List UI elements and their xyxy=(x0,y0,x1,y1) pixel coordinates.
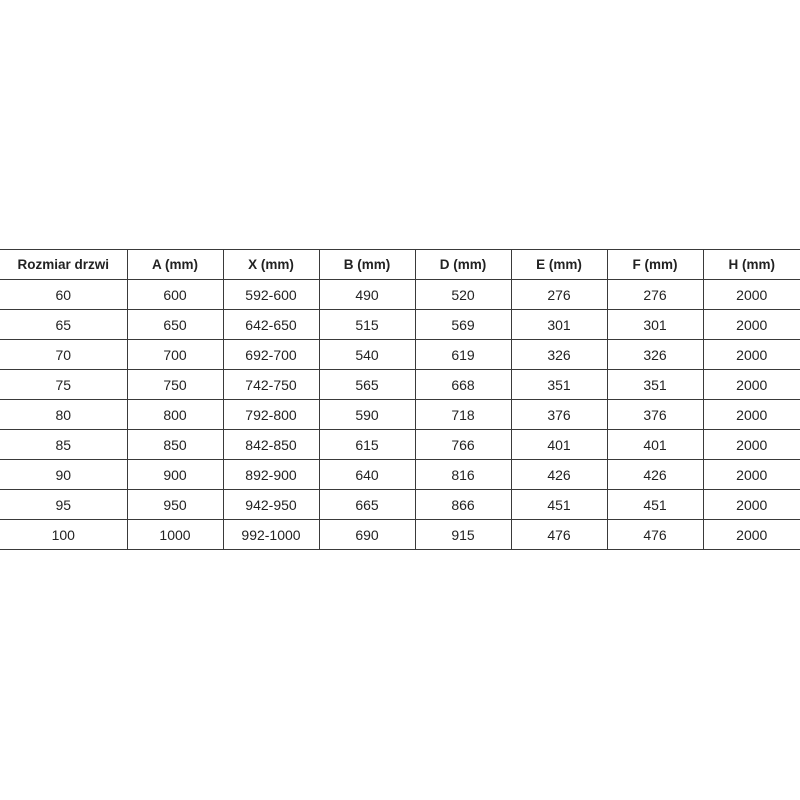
table-cell: 326 xyxy=(606,339,704,370)
table-cell: 476 xyxy=(510,519,608,550)
table-cell: 2000 xyxy=(702,429,800,460)
table-cell: 600 xyxy=(126,279,224,310)
table-row: 65 650 642-650 515 569 301 301 2000 xyxy=(0,309,800,340)
table-cell: 301 xyxy=(606,309,704,340)
table-cell: 490 xyxy=(318,279,416,310)
table-cell: 451 xyxy=(606,489,704,520)
dimensions-table: Rozmiar drzwi A (mm) X (mm) B (mm) D (mm) E (… xyxy=(0,249,800,550)
table-cell: 866 xyxy=(414,489,512,520)
table-cell: 426 xyxy=(510,459,608,490)
table-cell: 590 xyxy=(318,399,416,430)
column-header: A (mm) xyxy=(126,249,224,280)
table-cell: 642-650 xyxy=(222,309,320,340)
table-cell: 569 xyxy=(414,309,512,340)
table-row: 95 950 942-950 665 866 451 451 2000 xyxy=(0,489,800,520)
table-cell: 515 xyxy=(318,309,416,340)
table-cell: 565 xyxy=(318,369,416,400)
table-cell: 520 xyxy=(414,279,512,310)
table-cell: 2000 xyxy=(702,489,800,520)
table-cell: 742-750 xyxy=(222,369,320,400)
table-cell: 2000 xyxy=(702,459,800,490)
table-cell: 60 xyxy=(0,279,128,310)
table-cell: 476 xyxy=(606,519,704,550)
table-cell: 2000 xyxy=(702,279,800,310)
table-cell: 100 xyxy=(0,519,128,550)
column-header: B (mm) xyxy=(318,249,416,280)
table-cell: 640 xyxy=(318,459,416,490)
table-cell: 650 xyxy=(126,309,224,340)
table-cell: 592-600 xyxy=(222,279,320,310)
table-cell: 276 xyxy=(606,279,704,310)
table-cell: 376 xyxy=(606,399,704,430)
table-cell: 950 xyxy=(126,489,224,520)
table-row: 90 900 892-900 640 816 426 426 2000 xyxy=(0,459,800,490)
table-cell: 1000 xyxy=(126,519,224,550)
table-cell: 276 xyxy=(510,279,608,310)
table-cell: 750 xyxy=(126,369,224,400)
table-cell: 351 xyxy=(606,369,704,400)
table-row: 80 800 792-800 590 718 376 376 2000 xyxy=(0,399,800,430)
table-cell: 766 xyxy=(414,429,512,460)
table-cell: 792-800 xyxy=(222,399,320,430)
table-row: 70 700 692-700 540 619 326 326 2000 xyxy=(0,339,800,370)
table-cell: 451 xyxy=(510,489,608,520)
column-header: E (mm) xyxy=(510,249,608,280)
table-cell: 2000 xyxy=(702,369,800,400)
header-row: Rozmiar drzwi A (mm) X (mm) B (mm) D (mm) E (… xyxy=(0,249,800,280)
table-cell: 326 xyxy=(510,339,608,370)
table-cell: 85 xyxy=(0,429,128,460)
table-cell: 80 xyxy=(0,399,128,430)
table-cell: 700 xyxy=(126,339,224,370)
table-cell: 842-850 xyxy=(222,429,320,460)
table-row: 100 1000 992-1000 690 915 476 476 2000 xyxy=(0,519,800,550)
table-cell: 892-900 xyxy=(222,459,320,490)
table-cell: 800 xyxy=(126,399,224,430)
table-cell: 615 xyxy=(318,429,416,460)
column-header: H (mm) xyxy=(702,249,800,280)
table-cell: 540 xyxy=(318,339,416,370)
table-cell: 665 xyxy=(318,489,416,520)
table-cell: 426 xyxy=(606,459,704,490)
table-cell: 2000 xyxy=(702,309,800,340)
table-cell: 718 xyxy=(414,399,512,430)
table-cell: 401 xyxy=(606,429,704,460)
table-cell: 2000 xyxy=(702,399,800,430)
table-cell: 619 xyxy=(414,339,512,370)
table-cell: 65 xyxy=(0,309,128,340)
table-row: 85 850 842-850 615 766 401 401 2000 xyxy=(0,429,800,460)
column-header: D (mm) xyxy=(414,249,512,280)
table-cell: 2000 xyxy=(702,339,800,370)
table-cell: 95 xyxy=(0,489,128,520)
table-cell: 2000 xyxy=(702,519,800,550)
table-cell: 850 xyxy=(126,429,224,460)
column-header: X (mm) xyxy=(222,249,320,280)
table-row: 60 600 592-600 490 520 276 276 2000 xyxy=(0,279,800,310)
table-cell: 992-1000 xyxy=(222,519,320,550)
table-cell: 351 xyxy=(510,369,608,400)
table-cell: 690 xyxy=(318,519,416,550)
table-cell: 75 xyxy=(0,369,128,400)
table-cell: 816 xyxy=(414,459,512,490)
table-cell: 70 xyxy=(0,339,128,370)
table-cell: 376 xyxy=(510,399,608,430)
table-row: 75 750 742-750 565 668 351 351 2000 xyxy=(0,369,800,400)
table-cell: 900 xyxy=(126,459,224,490)
table-cell: 401 xyxy=(510,429,608,460)
table-cell: 942-950 xyxy=(222,489,320,520)
column-header: F (mm) xyxy=(606,249,704,280)
table-cell: 692-700 xyxy=(222,339,320,370)
table-cell: 915 xyxy=(414,519,512,550)
column-header: Rozmiar drzwi xyxy=(0,249,128,280)
table-cell: 668 xyxy=(414,369,512,400)
table-cell: 301 xyxy=(510,309,608,340)
table-cell: 90 xyxy=(0,459,128,490)
